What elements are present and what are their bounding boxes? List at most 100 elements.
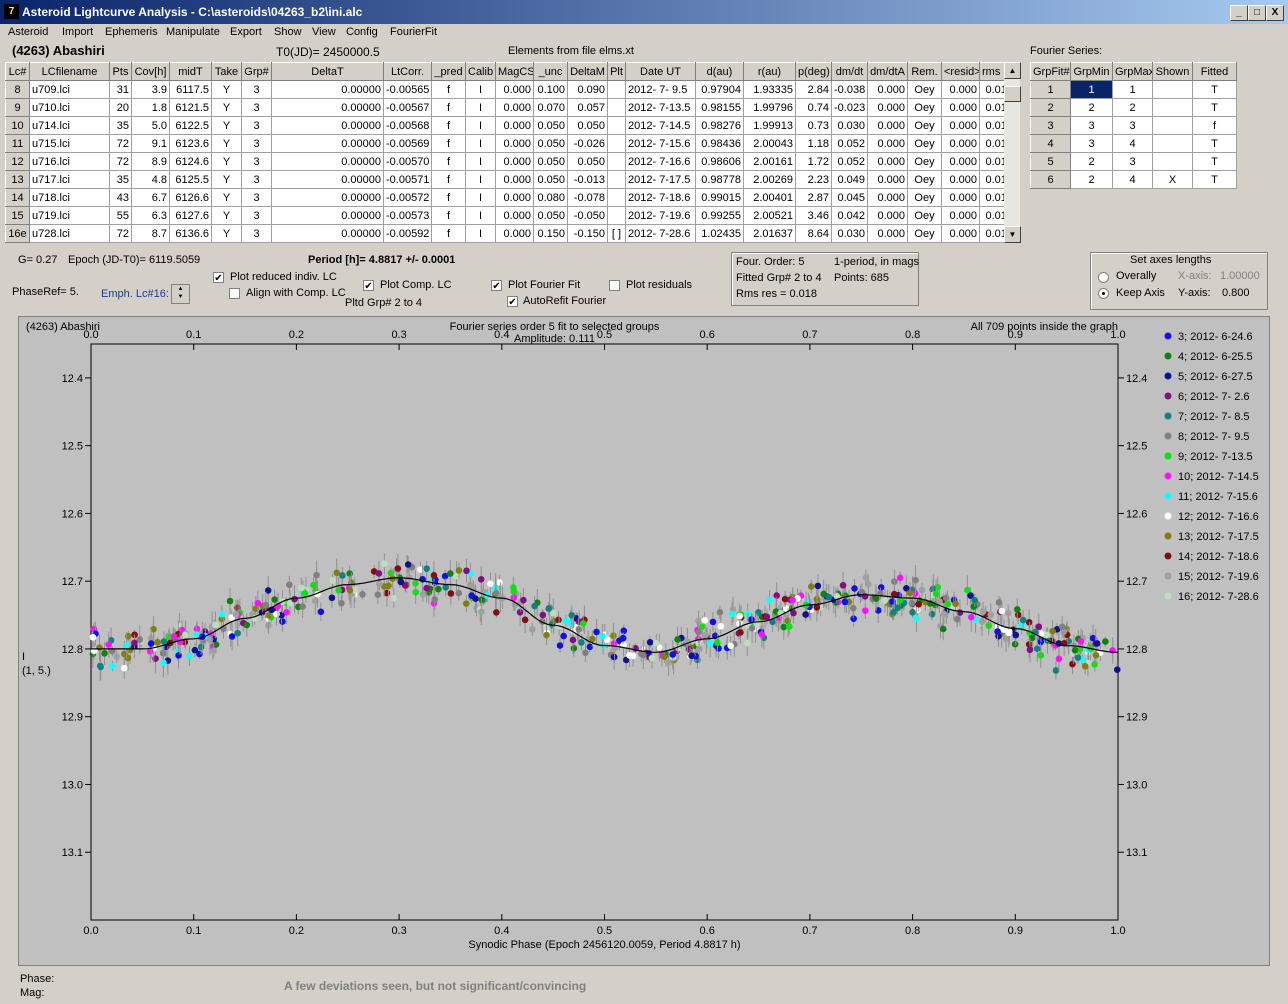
- lc-col-header[interactable]: dm/dtA: [867, 62, 908, 81]
- lc-col-header[interactable]: _unc: [533, 62, 568, 81]
- lc-col-header[interactable]: Take: [211, 62, 242, 81]
- table-cell[interactable]: Oey: [907, 134, 942, 153]
- table-cell[interactable]: 0.050: [533, 170, 568, 189]
- table-cell[interactable]: X: [1152, 170, 1193, 189]
- table-cell[interactable]: -0.00568: [383, 116, 432, 135]
- table-cell[interactable]: 0.000: [495, 206, 534, 225]
- table-cell[interactable]: 0.00000: [271, 134, 384, 153]
- table-cell[interactable]: 0.000: [867, 116, 908, 135]
- x-axis-value[interactable]: 1.00000: [1220, 270, 1260, 282]
- lc-row-header[interactable]: 13: [5, 170, 30, 189]
- lc-col-header[interactable]: Calib: [465, 62, 496, 81]
- fourier-col-header[interactable]: Shown: [1152, 62, 1193, 81]
- lc-col-header[interactable]: r(au): [743, 62, 796, 81]
- table-cell[interactable]: 0.000: [495, 98, 534, 117]
- table-cell[interactable]: I: [465, 116, 496, 135]
- table-cell[interactable]: 0.050: [533, 116, 568, 135]
- table-cell[interactable]: 0.057: [567, 98, 608, 117]
- table-cell[interactable]: 43: [109, 188, 132, 207]
- plot-residuals-checkbox[interactable]: [609, 280, 620, 291]
- lc-col-header[interactable]: Grp#: [241, 62, 272, 81]
- table-cell[interactable]: T: [1192, 98, 1237, 117]
- table-cell[interactable]: 6124.6: [169, 152, 212, 171]
- table-cell[interactable]: Oey: [907, 170, 942, 189]
- table-cell[interactable]: [607, 134, 626, 153]
- table-cell[interactable]: -0.150: [567, 224, 608, 243]
- table-cell[interactable]: T: [1192, 80, 1237, 99]
- table-cell[interactable]: 3: [241, 152, 272, 171]
- table-cell[interactable]: 0.000: [941, 134, 980, 153]
- table-row[interactable]: 8 u709.lci 31 3.9 6117.5 Y 3 0.00000 -0.00565 f I 0…: [5, 80, 1016, 99]
- table-cell[interactable]: 2: [1070, 152, 1113, 171]
- table-cell[interactable]: 2.01637: [743, 224, 796, 243]
- table-cell[interactable]: -0.050: [567, 206, 608, 225]
- fourier-row-header[interactable]: 2: [1030, 98, 1071, 117]
- table-row[interactable]: 10 u714.lci 35 5.0 6122.5 Y 3 0.00000 -0.00568 f I…: [5, 116, 1016, 135]
- lc-row-header[interactable]: 10: [5, 116, 30, 135]
- fourier-row-header[interactable]: 6: [1030, 170, 1071, 189]
- table-cell[interactable]: 35: [109, 170, 132, 189]
- scroll-down-button[interactable]: ▼: [1004, 226, 1021, 243]
- table-cell[interactable]: 0.73: [795, 116, 832, 135]
- table-cell[interactable]: f: [431, 116, 466, 135]
- table-cell[interactable]: 0.000: [867, 134, 908, 153]
- table-cell[interactable]: 0.98436: [695, 134, 744, 153]
- table-cell[interactable]: 6121.5: [169, 98, 212, 117]
- table-cell[interactable]: 8.64: [795, 224, 832, 243]
- table-cell[interactable]: 0.000: [941, 98, 980, 117]
- table-cell[interactable]: 3: [241, 134, 272, 153]
- menu-import[interactable]: Import: [62, 26, 94, 38]
- table-cell[interactable]: 0.00000: [271, 224, 384, 243]
- lc-col-header[interactable]: Plt: [607, 62, 626, 81]
- table-cell[interactable]: 0.000: [867, 170, 908, 189]
- table-cell[interactable]: -0.026: [567, 134, 608, 153]
- table-cell[interactable]: 0.100: [533, 80, 568, 99]
- close-button[interactable]: X: [1266, 5, 1284, 21]
- table-cell[interactable]: u728.lci: [29, 224, 110, 243]
- table-cell[interactable]: 55: [109, 206, 132, 225]
- table-cell[interactable]: I: [465, 224, 496, 243]
- table-cell[interactable]: 6.3: [131, 206, 170, 225]
- table-cell[interactable]: u710.lci: [29, 98, 110, 117]
- table-cell[interactable]: 0.98606: [695, 152, 744, 171]
- table-cell[interactable]: 20: [109, 98, 132, 117]
- table-cell[interactable]: 2: [1070, 98, 1113, 117]
- table-cell[interactable]: f: [1192, 116, 1237, 135]
- lc-col-header[interactable]: dm/dt: [831, 62, 868, 81]
- table-cell[interactable]: 0.000: [867, 80, 908, 99]
- menu-export[interactable]: Export: [230, 26, 262, 38]
- table-row[interactable]: 9 u710.lci 20 1.8 6121.5 Y 3 0.00000 -0.00567 f I 0…: [5, 98, 1016, 117]
- table-cell[interactable]: 2.00161: [743, 152, 796, 171]
- app-icon[interactable]: 7: [4, 4, 19, 19]
- table-cell[interactable]: 2012- 7-18.6: [625, 188, 696, 207]
- autorefit-checkbox[interactable]: ✔: [507, 296, 518, 308]
- table-cell[interactable]: 2012- 7-19.6: [625, 206, 696, 225]
- table-cell[interactable]: [ ]: [607, 224, 626, 243]
- table-cell[interactable]: 31: [109, 80, 132, 99]
- table-cell[interactable]: 0.000: [495, 170, 534, 189]
- table-row[interactable]: 14 u718.lci 43 6.7 6126.6 Y 3 0.00000 -0.00572 f I…: [5, 188, 1016, 207]
- table-cell[interactable]: Y: [211, 116, 242, 135]
- table-cell[interactable]: 4: [1112, 134, 1153, 153]
- lc-col-header[interactable]: LCfilename: [29, 62, 110, 81]
- table-cell[interactable]: 2012- 7-16.6: [625, 152, 696, 171]
- emph-spinner[interactable]: ▲ ▼: [171, 284, 190, 304]
- table-cell[interactable]: 0.000: [941, 116, 980, 135]
- lc-col-header[interactable]: d(au): [695, 62, 744, 81]
- minimize-button[interactable]: _: [1230, 5, 1248, 21]
- table-cell[interactable]: -0.023: [831, 98, 868, 117]
- table-cell[interactable]: 0.000: [867, 188, 908, 207]
- table-cell[interactable]: 1: [1070, 80, 1113, 99]
- lc-col-header[interactable]: Lc#: [5, 62, 30, 81]
- fourier-col-header[interactable]: GrpFit#: [1030, 62, 1071, 81]
- table-cell[interactable]: 2.84: [795, 80, 832, 99]
- table-cell[interactable]: -0.00565: [383, 80, 432, 99]
- lc-col-header[interactable]: p(deg): [795, 62, 832, 81]
- table-cell[interactable]: -0.038: [831, 80, 868, 99]
- table-cell[interactable]: -0.00592: [383, 224, 432, 243]
- table-cell[interactable]: -0.00569: [383, 134, 432, 153]
- table-cell[interactable]: 1.8: [131, 98, 170, 117]
